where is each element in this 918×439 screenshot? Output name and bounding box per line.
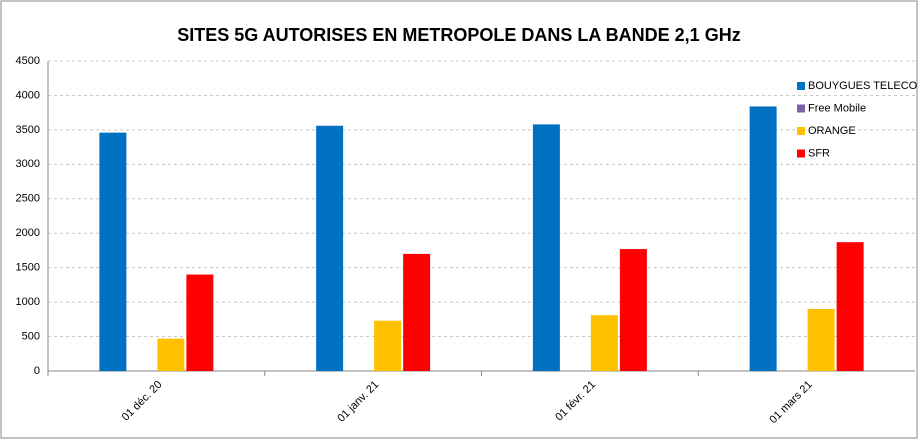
y-tick-label: 3000 bbox=[16, 158, 40, 170]
legend-label: BOUYGUES TELECOM bbox=[808, 80, 918, 92]
bar bbox=[186, 274, 214, 371]
legend-swatch bbox=[797, 82, 805, 90]
bar bbox=[749, 106, 777, 371]
y-tick-label: 500 bbox=[22, 330, 40, 342]
legend-swatch bbox=[797, 149, 805, 158]
bar bbox=[807, 309, 835, 371]
y-tick-label: 4000 bbox=[16, 89, 40, 101]
legend-swatch bbox=[797, 127, 805, 135]
bar bbox=[316, 125, 344, 371]
chart-title: SITES 5G AUTORISES EN METROPOLE DANS LA … bbox=[177, 25, 740, 45]
legend-label: SFR bbox=[808, 147, 830, 159]
y-tick-label: 0 bbox=[34, 365, 40, 377]
bar bbox=[374, 320, 402, 371]
bar bbox=[619, 249, 647, 371]
bar bbox=[403, 253, 431, 371]
legend-label: Free Mobile bbox=[808, 102, 866, 114]
legend-swatch bbox=[797, 104, 805, 113]
bar bbox=[99, 132, 127, 371]
y-tick-label: 2000 bbox=[16, 227, 40, 239]
bar bbox=[532, 124, 560, 371]
y-tick-label: 4500 bbox=[16, 55, 40, 67]
y-tick-label: 1500 bbox=[16, 262, 40, 274]
legend-label: ORANGE bbox=[808, 125, 856, 137]
y-tick-label: 2500 bbox=[16, 193, 40, 205]
bar bbox=[836, 242, 864, 371]
bar bbox=[157, 338, 185, 371]
y-tick-label: 1000 bbox=[16, 296, 40, 308]
y-tick-label: 3500 bbox=[16, 124, 40, 136]
bar bbox=[590, 315, 618, 371]
